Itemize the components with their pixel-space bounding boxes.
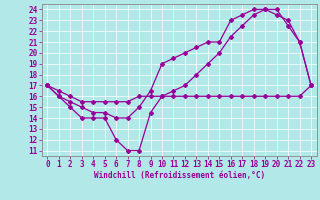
X-axis label: Windchill (Refroidissement éolien,°C): Windchill (Refroidissement éolien,°C) [94, 171, 265, 180]
